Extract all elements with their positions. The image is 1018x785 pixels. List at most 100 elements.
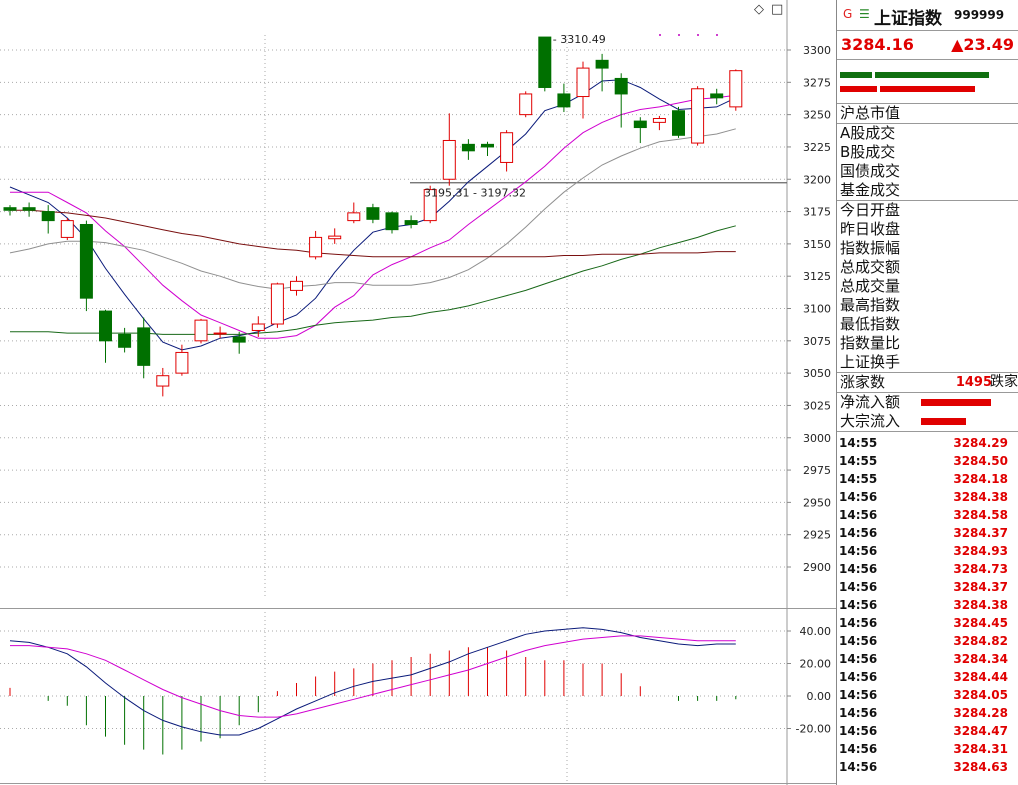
candle [614,73,628,128]
candle [213,326,227,339]
tick-row[interactable]: 14:56 3284.38 [837,488,1018,506]
candle-body [328,235,342,240]
flow-group: 净流入额 大宗流入 [837,393,1018,432]
stat-row: 指数振幅 [840,239,901,257]
macd-tick-label: 20.00 [800,658,832,671]
price-tick-label: 2925 [803,529,831,542]
tick-price: 3284.50 [953,454,1008,468]
tick-time: 14:56 [839,670,878,684]
tick-time: 14:56 [839,760,878,774]
tick-row[interactable]: 14:56 3284.44 [837,668,1018,686]
tick-list[interactable]: 14:55 3284.29 14:55 3284.50 14:55 3284.18 14:5… [837,432,1018,776]
price-tick-label: 3050 [803,367,831,380]
stat-row: 总成交量 [840,277,901,295]
tick-row[interactable]: 14:56 3284.34 [837,650,1018,668]
candle [633,117,647,144]
tick-row[interactable]: 14:56 3284.45 [837,614,1018,632]
candle-body [423,189,437,222]
candle-body [672,110,685,136]
stat-row: 总成交额 [840,258,901,276]
candle [442,113,456,186]
diamond-icon[interactable]: ◇ [754,2,764,17]
tick-row[interactable]: 14:56 3284.82 [837,632,1018,650]
tick-price: 3284.05 [953,688,1008,702]
candle [22,202,36,217]
candle [251,316,265,337]
tick-price: 3284.63 [953,760,1008,774]
market-value-row: 沪总市值 [840,104,901,122]
candle [232,331,246,354]
candle-body [652,118,666,123]
tick-price: 3284.44 [953,670,1008,684]
tick-row[interactable]: 14:56 3284.28 [837,704,1018,722]
tick-row[interactable]: 14:56 3284.93 [837,542,1018,560]
tick-price: 3284.45 [953,616,1008,630]
candle-body [614,77,628,95]
tick-row[interactable]: 14:56 3284.58 [837,506,1018,524]
tick-time: 14:56 [839,580,878,594]
tick-row[interactable]: 14:56 3284.38 [837,596,1018,614]
candle-body [175,351,189,374]
candle-body [557,93,571,108]
candle [729,69,743,111]
menu-icon[interactable]: ☰ [859,7,870,21]
macd-tick-label: 0.00 [807,690,832,703]
tick-time: 14:55 [839,454,878,468]
price-tick-label: 3100 [803,303,831,316]
signal-dot [716,34,718,36]
candle [347,202,361,224]
candle [595,53,609,92]
tick-row[interactable]: 14:55 3284.50 [837,452,1018,470]
tick-row[interactable]: 14:56 3284.63 [837,758,1018,776]
tick-row[interactable]: 14:56 3284.31 [837,740,1018,758]
price-tick-label: 3125 [803,270,831,283]
volume-row: A股成交 [840,124,896,142]
candle-body [481,143,494,148]
candle-body [710,93,724,99]
tick-row[interactable]: 14:56 3284.47 [837,722,1018,740]
index-header: G ☰ 上证指数 999999 [837,0,1018,31]
candle [194,318,208,344]
candle [652,115,666,131]
tick-time: 14:56 [839,508,878,522]
price-tick-label: 3200 [803,173,831,186]
candle [270,282,284,328]
tick-time: 14:55 [839,436,878,450]
price-tick-label: 2975 [803,464,831,477]
candle-body [60,220,74,238]
tick-row[interactable]: 14:56 3284.05 [837,686,1018,704]
price-tick-label: 3075 [803,335,831,348]
tick-time: 14:56 [839,706,878,720]
tick-row[interactable]: 14:56 3284.37 [837,578,1018,596]
square-icon[interactable]: □ [771,2,784,17]
index-name: 上证指数 [874,9,942,29]
rise-label: 涨家数 [840,373,886,391]
tick-price: 3284.38 [953,598,1008,612]
tick-price: 3284.73 [953,562,1008,576]
candle-body [251,323,265,331]
candle [137,317,151,379]
index-code: 999999 [954,8,1005,22]
tick-row[interactable]: 14:55 3284.29 [837,434,1018,452]
tick-row[interactable]: 14:56 3284.73 [837,560,1018,578]
tick-row[interactable]: 14:55 3284.18 [837,470,1018,488]
candle [3,205,17,216]
ma-line-5 [10,209,736,258]
candle-body [118,333,132,348]
kline-chart[interactable]: 3300 3275 3250 3225 3200 3175 3150 3125 3100 3075… [0,0,836,785]
signal-dot [697,34,699,36]
tick-time: 14:56 [839,544,878,558]
kline-chart-area[interactable]: 3300 3275 3250 3225 3200 3175 3150 3125 3100 3075… [0,0,836,785]
candle [672,106,685,138]
tick-price: 3284.37 [953,526,1008,540]
tick-time: 14:56 [839,490,878,504]
macd-dif-line [9,627,736,736]
candle-body [500,132,514,163]
index-stats-group: 今日开盘 昨日收盘 指数振幅 总成交额 总成交量 最高指数 最低指数 指数量比 上证换手 [837,201,1018,373]
tick-row[interactable]: 14:56 3284.37 [837,524,1018,542]
stat-row: 指数量比 [840,334,901,352]
candle-body [290,280,303,291]
tick-time: 14:56 [839,562,878,576]
g-icon[interactable]: G [843,7,853,21]
stat-row: 最低指数 [840,315,901,333]
